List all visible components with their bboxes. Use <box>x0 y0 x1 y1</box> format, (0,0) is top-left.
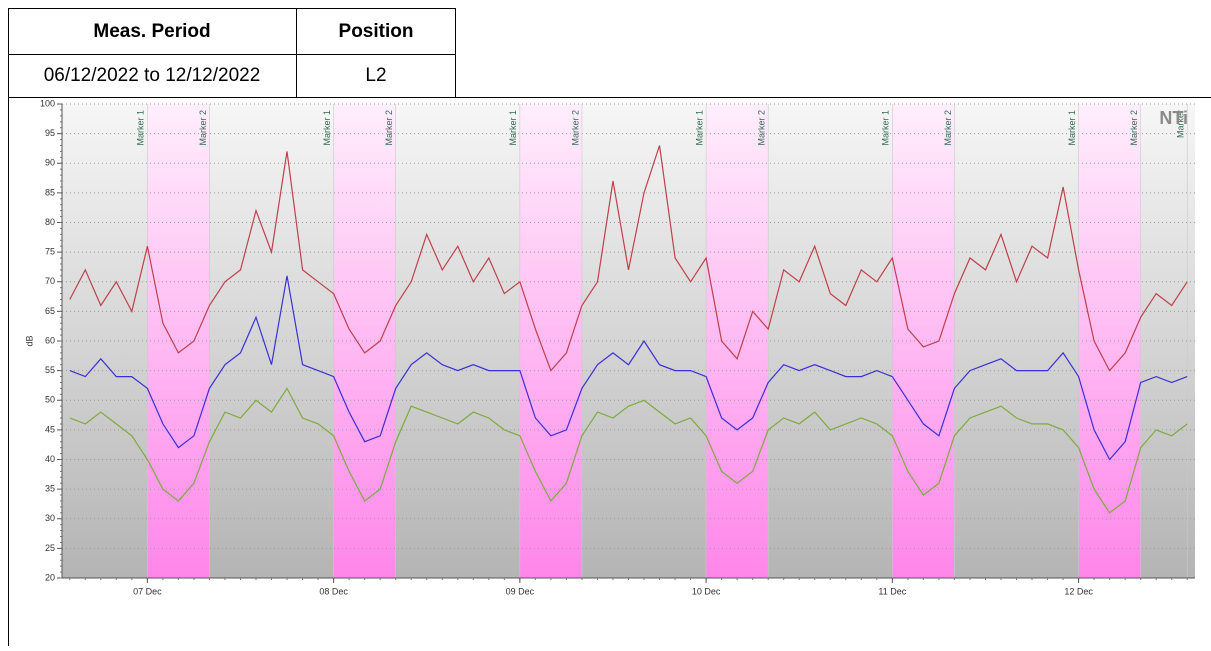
y-tick-label: 20 <box>45 572 55 582</box>
y-tick-label: 75 <box>45 247 55 257</box>
marker-label: Marker 1 <box>694 110 704 146</box>
x-tick-label: 11 Dec <box>878 586 906 596</box>
y-tick-label: 45 <box>45 424 55 434</box>
night-band <box>706 104 769 578</box>
marker-label: Marker 2 <box>198 110 208 146</box>
y-axis-label: dB <box>24 335 34 346</box>
marker-label: Marker 2 <box>1129 110 1139 146</box>
marker-label: Marker 1 <box>881 110 891 146</box>
marker-label: Marker 1 <box>136 110 146 146</box>
marker-label: Marker 2 <box>570 110 580 146</box>
y-tick-label: 55 <box>45 365 55 375</box>
x-tick-label: 09 Dec <box>506 586 535 596</box>
info-table <box>8 8 1211 646</box>
night-band <box>333 104 396 578</box>
y-tick-label: 25 <box>45 543 55 553</box>
y-tick-label: 35 <box>45 484 55 494</box>
y-tick-label: 100 <box>40 98 55 108</box>
marker-label: Marker 1 <box>508 110 518 146</box>
night-band <box>1078 104 1141 578</box>
y-tick-label: 85 <box>45 187 55 197</box>
marker-label: Marker 1 <box>1067 110 1077 146</box>
y-tick-label: 70 <box>45 276 55 286</box>
series-line <box>69 275 1188 461</box>
series-line <box>69 145 1188 372</box>
logo: NTi <box>1159 108 1188 128</box>
y-tick-label: 30 <box>45 513 55 523</box>
x-tick-label: 08 Dec <box>319 586 348 596</box>
chart: 20 25 30 35 40 45 50 55 60 65 70 75 80 85 90 95 100 Marke… <box>24 98 1195 596</box>
y-tick-label: 50 <box>45 395 55 405</box>
table-header: Position <box>339 21 414 42</box>
table-cell: 06/12/2022 to 12/12/2022 <box>44 65 261 86</box>
series-line <box>69 387 1188 514</box>
plot-background <box>62 104 1195 578</box>
x-tick-label: 10 Dec <box>692 586 721 596</box>
marker-label: Marker <box>1176 110 1186 138</box>
y-tick-label: 65 <box>45 306 55 316</box>
y-tick-label: 90 <box>45 158 55 168</box>
x-tick-label: 07 Dec <box>133 586 162 596</box>
y-tick-label: 60 <box>45 335 55 345</box>
marker-label: Marker 1 <box>322 110 332 146</box>
y-tick-label: 80 <box>45 217 55 227</box>
y-tick-label: 40 <box>45 454 55 464</box>
marker-label: Marker 2 <box>384 110 394 146</box>
table-cell: L2 <box>365 65 386 86</box>
y-tick-label: 95 <box>45 128 55 138</box>
marker-label: Marker 2 <box>757 110 767 146</box>
night-band <box>892 104 955 578</box>
marker-label: Marker 2 <box>943 110 953 146</box>
table-header: Meas. Period <box>93 21 210 42</box>
x-tick-label: 12 Dec <box>1064 586 1093 596</box>
